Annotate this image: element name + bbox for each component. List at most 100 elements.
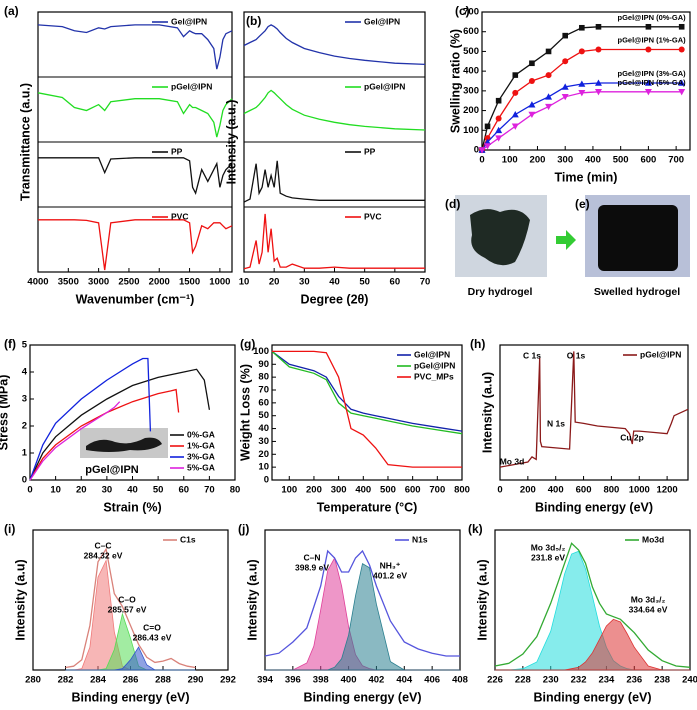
x-tick-label: 20 xyxy=(269,277,280,288)
x-tick-label: 1200 xyxy=(657,485,678,496)
marker xyxy=(545,103,553,111)
x-tick-label: 800 xyxy=(603,485,619,496)
curve-label: pGel@IPN (1%-GA) xyxy=(618,35,687,44)
legend-label: Mo3d xyxy=(642,534,664,544)
y-tick-label: 70 xyxy=(258,385,269,396)
legend-label: 3%-GA xyxy=(187,451,215,461)
fit-component xyxy=(65,646,196,671)
data-line xyxy=(29,368,211,481)
annotation: Mo 3d xyxy=(500,456,525,466)
x-tick-label: 230 xyxy=(543,675,559,686)
data-line xyxy=(271,350,463,432)
x-tick-label: 40 xyxy=(127,485,138,496)
data-line xyxy=(481,48,682,151)
data-line xyxy=(37,92,233,138)
data-line xyxy=(38,219,233,271)
marker xyxy=(644,79,652,86)
panel-label: (d) xyxy=(445,197,460,211)
data-line xyxy=(29,357,152,481)
y-axis-title: Stress (MPa) xyxy=(0,375,10,451)
legend-label: PP xyxy=(364,146,376,156)
y-tick-label: 100 xyxy=(463,125,479,136)
y-tick-label: 0 xyxy=(22,475,27,486)
annotation: 231.8 eV xyxy=(531,552,565,562)
x-tick-label: 408 xyxy=(452,675,468,686)
legend-label: pGel@IPN xyxy=(640,349,681,359)
x-tick-label: 280 xyxy=(25,675,41,686)
x-tick-label: 2000 xyxy=(149,277,170,288)
marker xyxy=(595,46,602,53)
marker xyxy=(495,115,502,122)
y-axis-title: Weight Loss (%) xyxy=(238,364,252,461)
x-tick-label: 300 xyxy=(331,485,347,496)
x-tick-label: 10 xyxy=(50,485,61,496)
y-tick-label: 1 xyxy=(22,448,28,459)
y-tick-label: 500 xyxy=(463,46,479,57)
swelled-hydrogel-sample xyxy=(598,205,678,271)
marker xyxy=(528,101,536,108)
annotation: pGel@IPN xyxy=(85,464,139,476)
y-axis-title: Transmittance (a.u.) xyxy=(18,83,32,201)
marker xyxy=(512,72,519,78)
annotation: C–N xyxy=(303,552,320,562)
x-tick-label: 20 xyxy=(76,485,87,496)
data-line xyxy=(481,91,682,151)
x-tick-label: 394 xyxy=(257,675,274,686)
x-tick-label: 0 xyxy=(479,155,484,166)
x-tick-label: 500 xyxy=(380,485,396,496)
data-line xyxy=(499,351,689,468)
x-tick-label: 234 xyxy=(598,675,615,686)
marker xyxy=(645,23,652,30)
data-line xyxy=(243,160,425,203)
x-tick-label: 0 xyxy=(27,485,32,496)
x-tick-label: 232 xyxy=(571,675,587,686)
x-tick-label: 70 xyxy=(204,485,215,496)
y-tick-label: 2 xyxy=(22,421,27,432)
x-axis-title: Temperature (°C) xyxy=(317,500,418,514)
x-axis-title: Degree (2θ) xyxy=(301,292,369,306)
x-tick-label: 400 xyxy=(341,675,357,686)
fit-component xyxy=(495,618,690,671)
data-line xyxy=(65,547,196,669)
photo-caption: Dry hydrogel xyxy=(468,286,533,298)
x-tick-label: 800 xyxy=(454,485,470,496)
x-tick-label: 1000 xyxy=(629,485,650,496)
legend-label: 5%-GA xyxy=(187,462,215,472)
marker xyxy=(594,89,602,96)
legend-label: PP xyxy=(171,146,183,156)
x-tick-label: 3500 xyxy=(58,277,79,288)
panel-label: (a) xyxy=(4,4,19,18)
x-tick-label: 3000 xyxy=(88,277,109,288)
marker xyxy=(562,58,569,65)
curve-label: pGel@IPN (5%-GA) xyxy=(618,78,687,87)
dry-hydrogel-sample xyxy=(470,209,530,266)
y-tick-label: 300 xyxy=(463,85,479,96)
panel-label: (k) xyxy=(468,522,483,536)
x-tick-label: 286 xyxy=(123,675,139,686)
y-tick-label: 600 xyxy=(463,26,479,37)
x-tick-label: 50 xyxy=(359,277,370,288)
x-tick-label: 400 xyxy=(355,485,371,496)
y-axis-title: Intensity (a.u) xyxy=(245,559,259,640)
y-tick-label: 3 xyxy=(22,394,27,405)
annotation: 285.57 eV xyxy=(108,604,147,614)
x-tick-label: 1500 xyxy=(179,277,200,288)
legend-label: Gel@IPN xyxy=(364,16,400,26)
x-tick-label: 226 xyxy=(487,675,503,686)
panel-label: (g) xyxy=(240,337,255,351)
marker xyxy=(678,46,685,53)
x-tick-label: 300 xyxy=(557,155,573,166)
y-tick-label: 50 xyxy=(258,410,269,421)
x-tick-label: 50 xyxy=(153,485,164,496)
y-axis-title: Intensity (a.u) xyxy=(13,559,27,640)
data-line xyxy=(29,401,121,481)
marker xyxy=(578,80,586,87)
marker xyxy=(594,79,602,86)
x-tick-label: 400 xyxy=(548,485,564,496)
x-tick-label: 700 xyxy=(429,485,445,496)
curve-label: pGel@IPN (0%-GA) xyxy=(618,13,687,22)
x-tick-label: 1000 xyxy=(209,277,230,288)
data-line xyxy=(272,350,462,468)
y-tick-label: 20 xyxy=(258,449,269,460)
